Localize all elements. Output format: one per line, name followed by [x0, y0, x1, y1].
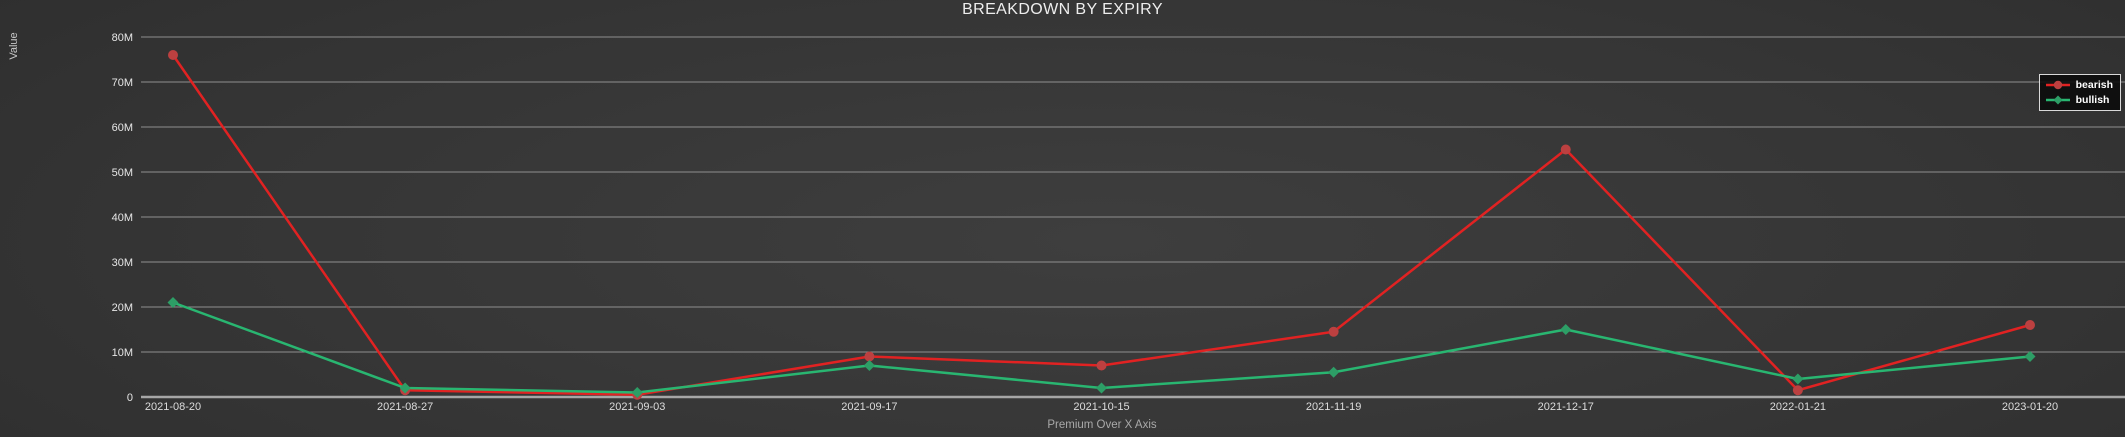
series-line-bearish	[171, 54, 2031, 396]
legend-circle-marker-icon	[2045, 80, 2070, 90]
y-tick-label: 10M	[112, 347, 133, 359]
x-tick-label: 2021-11-19	[1306, 401, 1361, 413]
data-point-bearish[interactable]	[1792, 385, 1803, 396]
y-tick-label: 30M	[112, 257, 133, 269]
y-axis-title: Value	[8, 32, 20, 60]
x-axis-title: Premium Over X Axis	[1047, 419, 1157, 431]
data-point-bullish[interactable]	[1096, 382, 1107, 394]
legend-diamond-marker-icon	[2045, 95, 2070, 105]
x-tick-label: 2022-01-21	[1770, 401, 1826, 413]
chart-title: BREAKDOWN BY EXPIRY	[962, 1, 1163, 18]
x-tick-label: 2023-01-20	[2002, 401, 2058, 413]
y-tick-label: 60M	[112, 122, 133, 134]
x-tick-label: 2021-08-20	[145, 401, 201, 413]
data-point-bearish[interactable]	[1328, 326, 1339, 337]
y-tick-label: 80M	[112, 32, 133, 44]
data-point-bullish[interactable]	[1560, 324, 1572, 335]
data-point-bullish[interactable]	[399, 382, 411, 394]
series-line-bullish	[172, 301, 2031, 394]
data-point-bearish[interactable]	[2025, 320, 2035, 330]
legend-label: bullish	[2075, 94, 2110, 106]
legend: bearish bullish	[2038, 74, 2121, 111]
data-point-bullish[interactable]	[863, 360, 875, 371]
data-point-bullish[interactable]	[167, 297, 179, 308]
x-tick-label: 2021-08-27	[377, 401, 433, 413]
x-tick-label: 2021-09-03	[609, 401, 665, 413]
y-tick-label: 40M	[112, 212, 133, 224]
data-point-bearish[interactable]	[864, 351, 875, 362]
y-tick-label: 0	[127, 392, 133, 404]
legend-label: bearish	[2075, 79, 2113, 91]
legend-item-bearish[interactable]: bearish	[2045, 78, 2113, 92]
legend-item-bullish[interactable]: bullish	[2045, 93, 2113, 107]
data-point-bearish[interactable]	[1560, 144, 1571, 155]
data-point-bearish[interactable]	[168, 50, 178, 60]
y-tick-label: 50M	[112, 167, 133, 179]
data-point-bullish[interactable]	[1792, 373, 1804, 385]
data-point-bearish[interactable]	[1096, 360, 1107, 371]
y-tick-label: 20M	[112, 302, 133, 314]
y-tick-label: 70M	[112, 77, 133, 89]
x-tick-label: 2021-10-15	[1073, 401, 1129, 413]
data-point-bullish[interactable]	[631, 387, 643, 398]
x-tick-label: 2021-12-17	[1538, 401, 1594, 413]
data-point-bullish[interactable]	[2024, 351, 2036, 362]
data-point-bullish[interactable]	[1328, 366, 1340, 378]
x-tick-label: 2021-09-17	[841, 401, 897, 413]
